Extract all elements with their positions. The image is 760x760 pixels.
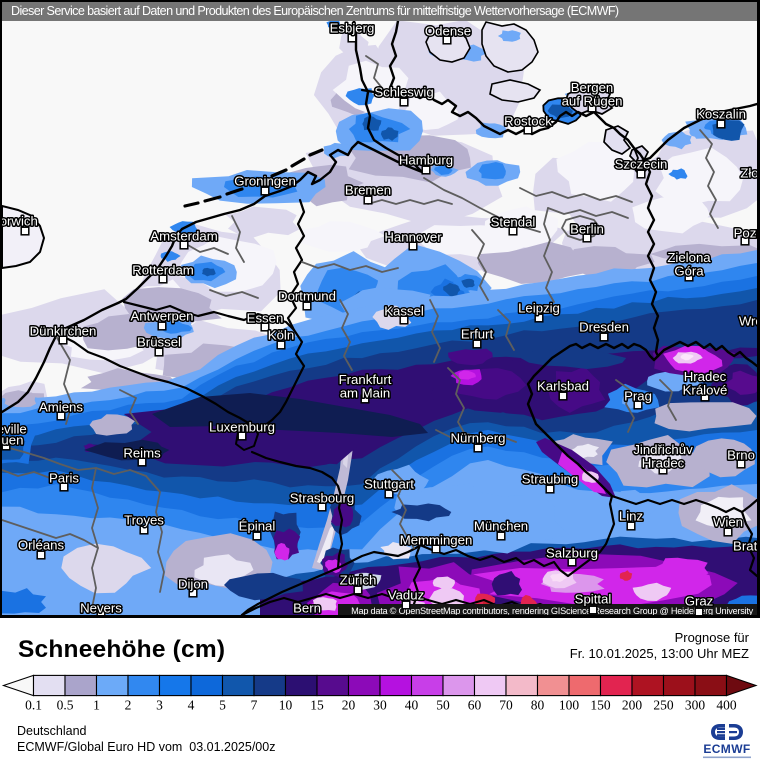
svg-text:Králové: Králové — [683, 382, 728, 397]
svg-text:Bratislava: Bratislava — [733, 539, 757, 554]
svg-text:Köln: Köln — [268, 328, 294, 343]
svg-text:5: 5 — [219, 698, 226, 713]
svg-text:Hradec: Hradec — [642, 455, 685, 470]
svg-text:Luxemburg: Luxemburg — [209, 420, 275, 435]
svg-text:Spittal: Spittal — [575, 592, 612, 607]
svg-text:30: 30 — [373, 698, 387, 713]
svg-text:Salzburg: Salzburg — [546, 546, 598, 561]
svg-text:Zielona: Zielona — [667, 250, 711, 265]
svg-text:Troyes: Troyes — [124, 513, 164, 528]
svg-text:auf Rügen: auf Rügen — [562, 93, 623, 108]
svg-text:Map data © OpenStreetMap contr: Map data © OpenStreetMap contributors, r… — [351, 606, 754, 615]
svg-text:Brüssel: Brüssel — [137, 335, 181, 350]
svg-text:0.5: 0.5 — [57, 698, 74, 713]
svg-text:Wien: Wien — [713, 515, 743, 530]
svg-text:60: 60 — [468, 698, 482, 713]
svg-text:400: 400 — [716, 698, 737, 713]
svg-text:200: 200 — [622, 698, 643, 713]
svg-text:Dijon: Dijon — [178, 577, 208, 592]
svg-text:Bern: Bern — [293, 601, 321, 615]
svg-text:Strasbourg: Strasbourg — [290, 491, 355, 506]
svg-text:Norwich: Norwich — [2, 214, 38, 229]
svg-text:Memmingen: Memmingen — [400, 533, 473, 548]
svg-text:Rouen: Rouen — [2, 433, 23, 448]
svg-text:Abbeville: Abbeville — [2, 422, 27, 437]
svg-text:Zürich: Zürich — [340, 573, 377, 588]
svg-text:Złocieniec: Złocieniec — [740, 166, 757, 181]
svg-text:Antwerpen: Antwerpen — [130, 309, 193, 324]
svg-text:Esbjerg: Esbjerg — [330, 21, 375, 36]
svg-text:1: 1 — [93, 698, 100, 713]
svg-text:Prag: Prag — [624, 389, 652, 404]
svg-text:2: 2 — [125, 698, 132, 713]
svg-text:am Main: am Main — [340, 385, 391, 400]
svg-text:Odense: Odense — [425, 24, 471, 39]
svg-text:Stuttgart: Stuttgart — [364, 477, 414, 492]
svg-text:Kassel: Kassel — [384, 304, 424, 319]
svg-text:Góra: Góra — [674, 263, 704, 278]
svg-text:20: 20 — [342, 698, 356, 713]
svg-text:Paris: Paris — [49, 471, 79, 486]
svg-text:Berlin: Berlin — [570, 222, 604, 237]
svg-text:Leipzig: Leipzig — [518, 301, 560, 316]
svg-text:250: 250 — [653, 698, 674, 713]
svg-text:Bergen: Bergen — [571, 80, 614, 95]
svg-text:Brno: Brno — [727, 448, 755, 463]
svg-text:Dresden: Dresden — [579, 320, 629, 335]
svg-text:ECMWF: ECMWF — [703, 742, 750, 756]
svg-text:München: München — [474, 519, 528, 534]
svg-text:Épinal: Épinal — [239, 519, 276, 534]
svg-text:Nürnberg: Nürnberg — [451, 431, 506, 446]
svg-text:Schleswig: Schleswig — [374, 85, 433, 100]
svg-text:7: 7 — [251, 698, 258, 713]
svg-text:Frankfurt: Frankfurt — [339, 372, 392, 387]
svg-text:15: 15 — [310, 698, 324, 713]
svg-text:Nevers: Nevers — [80, 601, 122, 615]
svg-text:Rostock: Rostock — [504, 114, 552, 129]
svg-text:Erfurt: Erfurt — [461, 327, 494, 342]
svg-text:Essen: Essen — [247, 311, 284, 326]
svg-text:Hradec: Hradec — [684, 369, 727, 384]
svg-text:Szczecin: Szczecin — [615, 157, 668, 172]
svg-text:Rotterdam: Rotterdam — [132, 263, 194, 278]
svg-text:300: 300 — [685, 698, 706, 713]
svg-text:150: 150 — [590, 698, 611, 713]
svg-text:Dortmund: Dortmund — [278, 289, 336, 304]
svg-text:Poznań: Poznań — [734, 226, 757, 241]
svg-text:Dünkirchen: Dünkirchen — [30, 324, 97, 339]
svg-text:Vaduz: Vaduz — [388, 588, 424, 603]
svg-text:10: 10 — [279, 698, 293, 713]
svg-text:Jindřichův: Jindřichův — [633, 442, 693, 457]
svg-text:Linz: Linz — [619, 509, 643, 524]
svg-text:Reims: Reims — [123, 446, 161, 461]
svg-text:Karlsbad: Karlsbad — [537, 379, 589, 394]
svg-text:4: 4 — [188, 698, 195, 713]
svg-text:Amiens: Amiens — [39, 400, 83, 415]
svg-text:40: 40 — [405, 698, 419, 713]
svg-text:Stendal: Stendal — [491, 215, 536, 230]
svg-text:Wrocław: Wrocław — [739, 314, 757, 329]
svg-text:Amsterdam: Amsterdam — [150, 229, 217, 244]
svg-text:Groningen: Groningen — [234, 174, 296, 189]
svg-text:100: 100 — [559, 698, 580, 713]
svg-text:Koszalin: Koszalin — [696, 107, 746, 122]
svg-text:0.1: 0.1 — [25, 698, 42, 713]
svg-text:70: 70 — [499, 698, 513, 713]
svg-text:3: 3 — [156, 698, 163, 713]
svg-text:Hannover: Hannover — [384, 230, 442, 245]
svg-text:Bremen: Bremen — [345, 183, 391, 198]
svg-text:Hamburg: Hamburg — [399, 153, 453, 168]
svg-text:Orléans: Orléans — [18, 538, 65, 553]
svg-text:80: 80 — [531, 698, 545, 713]
svg-text:Straubing: Straubing — [522, 472, 578, 487]
svg-text:50: 50 — [436, 698, 450, 713]
svg-text:Graz: Graz — [685, 594, 714, 609]
